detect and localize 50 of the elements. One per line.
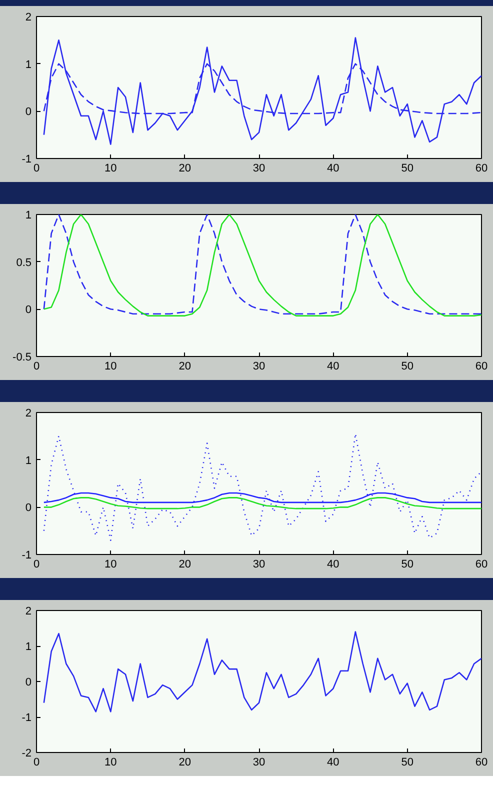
x-tick-label: 20 [178,162,191,174]
x-tick-label: 20 [178,558,191,570]
y-tick-label: 1 [25,210,32,222]
x-tick-label: 40 [327,558,340,570]
x-tick-label: 50 [401,360,414,372]
x-tick-label: 10 [104,558,117,570]
line-series [43,37,482,145]
x-tick-label: 30 [252,558,266,570]
x-tick-label: 40 [327,162,340,174]
y-tick-label: 0.5 [16,256,32,269]
line-series [43,497,482,510]
x-tick-label: 10 [104,360,117,372]
line-series [43,492,482,504]
y-tick-label: 1 [25,641,32,653]
y-tick-label: 1 [25,58,32,71]
x-tick-label: 40 [327,360,340,372]
x-tick-label: 40 [327,756,340,768]
x-tick-label: 60 [475,162,488,174]
y-tick-label: -0.5 [12,352,32,364]
y-tick-label: 0 [25,676,32,688]
x-tick-label: 60 [475,756,488,768]
x-tick-label: 20 [178,360,191,372]
y-tick-label: -1 [22,154,32,166]
y-tick-label: -2 [22,748,32,760]
x-tick-label: 50 [401,162,414,174]
x-tick-label: 30 [252,162,266,174]
x-tick-label: 30 [252,360,266,372]
y-tick-label: 2 [25,12,32,24]
x-tick-label: 0 [33,162,40,174]
line-series [43,433,482,541]
y-tick-label: 1 [25,454,32,467]
y-tick-label: 2 [25,606,32,618]
x-tick-label: 50 [401,558,414,570]
line-series [43,631,482,712]
y-tick-label: 0 [25,106,32,118]
y-tick-label: 0 [25,502,32,514]
y-tick-label: -1 [22,550,32,562]
x-tick-label: 0 [33,558,40,570]
x-tick-label: 30 [252,756,266,768]
x-tick-label: 10 [104,756,117,768]
x-tick-label: 60 [475,360,488,372]
y-tick-label: 2 [25,408,32,420]
x-tick-label: 20 [178,756,191,768]
x-tick-label: 60 [475,558,488,570]
x-tick-label: 0 [33,756,40,768]
x-tick-label: 0 [33,360,40,372]
x-tick-label: 50 [401,756,414,768]
y-tick-label: 0 [25,304,32,316]
x-tick-label: 10 [104,162,117,174]
y-tick-label: -1 [22,712,32,724]
